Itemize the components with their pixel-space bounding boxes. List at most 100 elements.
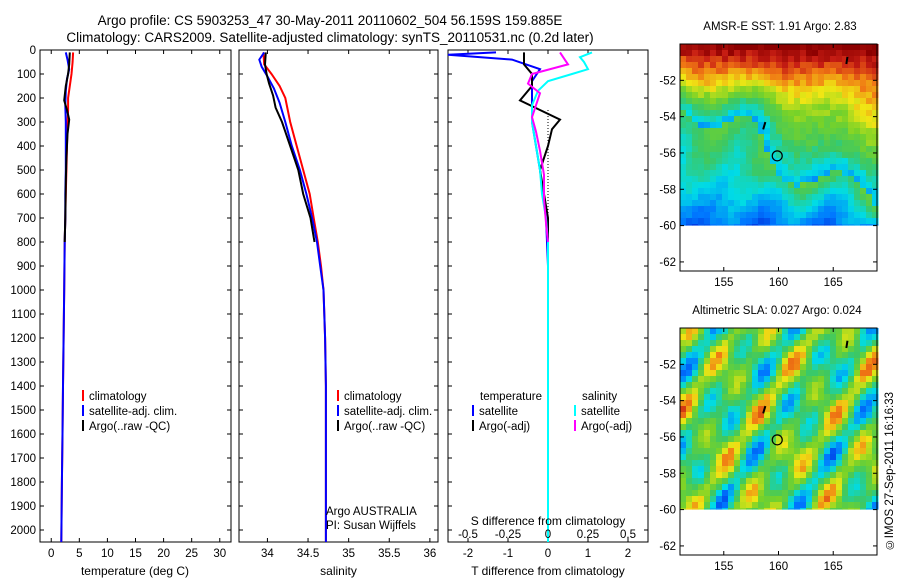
map-cell [680,122,687,129]
map-cell [728,490,735,497]
x-tick-label: 35 [342,548,355,560]
map-cell [728,466,735,473]
x-tick-label: 34.5 [297,548,319,560]
map-cell [752,194,759,201]
map-cell [848,412,855,419]
map-cell [680,104,687,111]
map-cell [698,454,705,461]
map-cell [722,164,729,171]
map-cell [836,206,843,213]
map-cell [866,400,873,407]
map-cell [770,358,777,365]
map-cell [776,194,783,201]
map-cell [872,442,879,449]
sdiff-xlabel: S difference from climatology [470,514,626,528]
map-cell [740,56,747,63]
map-cell [830,188,837,195]
map-cell [734,164,741,171]
map-cell [764,466,771,473]
map-cell [692,206,699,213]
map-cell [824,340,831,347]
map-cell [704,116,711,123]
map-cell [728,116,735,123]
map-cell [686,442,693,449]
map-cell [692,502,699,509]
map-cell [746,182,753,189]
map-cell [860,424,867,431]
map-cell [776,170,783,177]
map-cell [848,194,855,201]
map-cell [854,496,861,503]
map-cell [758,218,765,225]
map-cell [824,490,831,497]
map-cell [848,502,855,509]
map-cell [872,92,879,99]
map-cell [776,466,783,473]
map-cell [812,218,819,225]
map-cell [728,50,735,57]
legend-argo: Argo(..raw -QC) [82,420,177,435]
map-cell [716,170,723,177]
map-cell [848,188,855,195]
map-cell [776,116,783,123]
map-cell [848,454,855,461]
map-cell [800,116,807,123]
map-cell [830,152,837,159]
map-cell [830,460,837,467]
map-cell [740,328,747,335]
map-cell [818,194,825,201]
map-cell [788,496,795,503]
map-cell [812,376,819,383]
map-cell [704,508,711,510]
map-cell [722,56,729,63]
map-cell [740,92,747,99]
map-cell [734,62,741,69]
map-cell [740,484,747,491]
map-cell [722,206,729,213]
map-cell [818,442,825,449]
map-cell [782,388,789,395]
map-cell [788,104,795,111]
map-cell [812,328,819,335]
map-cell [728,44,735,51]
map-cell [836,164,843,171]
map-cell [800,358,807,365]
map-cell [854,436,861,443]
map-cell [686,80,693,87]
map-cell [698,394,705,401]
map-cell [788,454,795,461]
map-cell [830,490,837,497]
map-cell [806,68,813,75]
map-cell [860,460,867,467]
map-cell [764,92,771,99]
map-cell [848,478,855,485]
map-cell [812,50,819,57]
map-cell [776,412,783,419]
map-cell [722,68,729,75]
map-cell [752,382,759,389]
map-cell [776,158,783,165]
map-cell [848,98,855,105]
map-cell [722,92,729,99]
map-cell [722,370,729,377]
argo-position-marker [771,434,783,446]
map-cell [872,80,879,87]
map-cell [860,110,867,117]
map-cell [776,364,783,371]
map-cell [764,454,771,461]
map-cell [704,152,711,159]
map-cell [758,412,765,419]
map-cell [782,502,789,509]
map-cell [734,134,741,141]
map-cell [824,484,831,491]
map-cell [692,68,699,75]
map-cell [764,346,771,353]
map-cell [842,92,849,99]
map-cell [794,86,801,93]
map-cell [842,62,849,69]
map-cell [734,460,741,467]
map-cell [872,340,879,347]
map-cell [800,92,807,99]
depth-tick-label: 300 [17,117,36,129]
map-cell [800,370,807,377]
